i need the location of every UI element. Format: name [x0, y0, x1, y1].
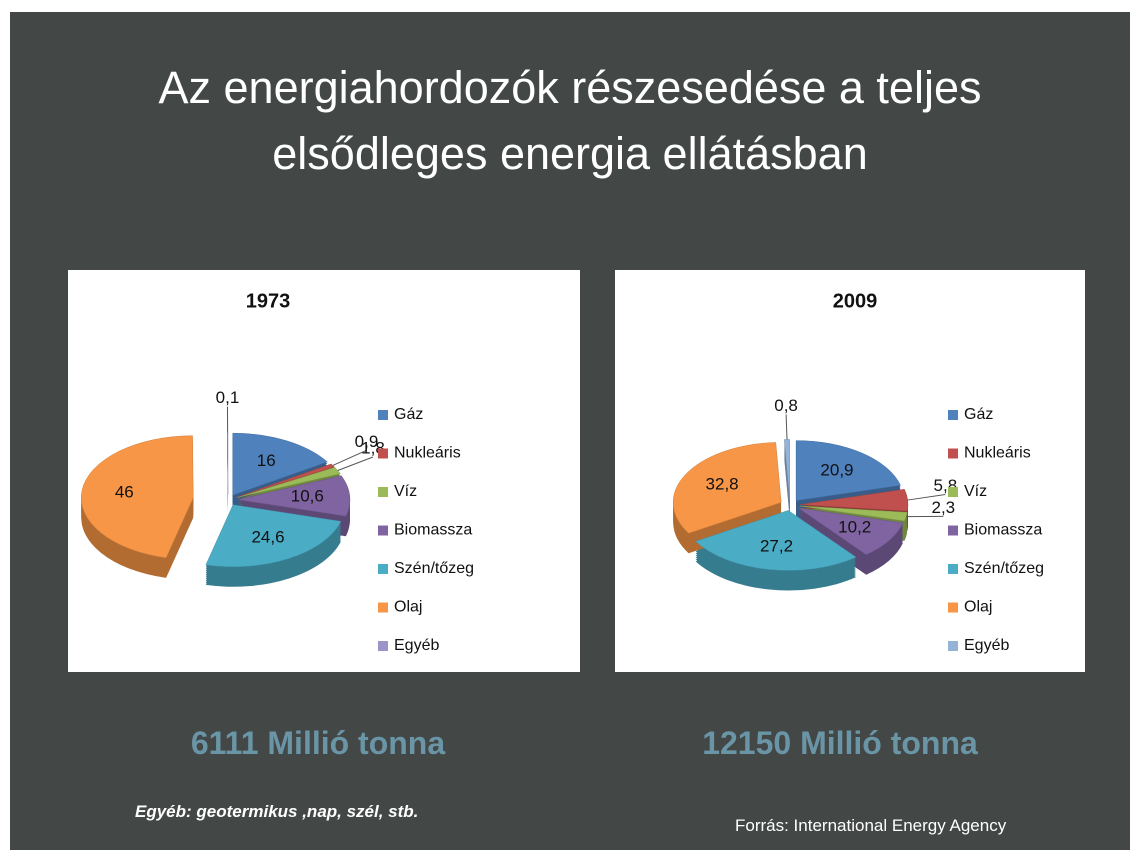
data-label: 32,8 [706, 474, 739, 493]
source: Forrás: International Energy Agency [735, 816, 1007, 835]
legend-swatch [948, 525, 958, 536]
caption: 6111 Millió tonna [190, 725, 446, 761]
data-label: 0,1 [216, 388, 240, 407]
slice [227, 432, 229, 495]
title-line: Az energiahordozók részesedése a teljes [158, 62, 982, 113]
legend-swatch [948, 602, 958, 613]
legend-label: Biomassza [964, 522, 1042, 539]
legend-label: Olaj [964, 599, 992, 616]
slice [795, 440, 901, 501]
legend-swatch [378, 487, 388, 497]
data-label: 10,2 [838, 518, 871, 537]
data-label: 16 [257, 451, 276, 470]
data-labels: 20,95,82,310,227,232,80,8 [706, 396, 958, 556]
slice [672, 442, 782, 534]
legend-label: Olaj [394, 599, 422, 616]
caption: 12150 Millió tonna [702, 725, 978, 761]
legend-swatch [948, 487, 958, 497]
data-label: 0,8 [774, 396, 798, 415]
pie-tops [81, 432, 351, 568]
title-line: elsődleges energia ellátásban [272, 128, 868, 179]
legend-swatch [948, 410, 958, 420]
legend-label: Gáz [964, 406, 993, 423]
slice [798, 507, 904, 555]
legend-swatch [948, 564, 958, 574]
legend-swatch [378, 641, 388, 651]
legend-label: Víz [394, 483, 417, 500]
legend-swatch [948, 448, 958, 459]
slice [236, 467, 341, 498]
chart-title: 2009 [833, 290, 878, 312]
legend-label: Szén/tőzeg [964, 560, 1044, 577]
leader-line [332, 449, 367, 466]
leader-line [337, 456, 374, 471]
legend-swatch [378, 410, 388, 420]
legend-label: Gáz [394, 406, 423, 423]
chart-panel: 1973 16 0,9 1,8 10,6 24,6 46 0,1 Gáz Nukleáris Víz… [68, 270, 580, 672]
data-label: 0,9 [355, 432, 379, 451]
slice [784, 439, 790, 500]
slice [799, 489, 909, 512]
data-label: 2,3 [931, 498, 955, 517]
data-label: 20,9 [820, 461, 853, 480]
pie-tops [672, 439, 909, 571]
data-label: 24,6 [251, 527, 284, 546]
legend-swatch [948, 641, 958, 651]
legend-label: Biomassza [394, 522, 472, 539]
slice [232, 432, 328, 496]
leader-line [907, 493, 946, 501]
data-label: 10,6 [291, 487, 324, 506]
chart-panel: 2009 20,9 5,8 2,3 10,2 27,2 32,8 0,8 Gáz Nukleári… [615, 270, 1085, 672]
legend-label: Szén/tőzeg [394, 560, 474, 577]
slice-side [799, 507, 908, 523]
slice [695, 510, 857, 571]
data-label: 27,2 [760, 537, 793, 556]
footnote: Egyéb: geotermikus ,nap, szél, stb. [135, 802, 419, 821]
legend-swatch [378, 525, 388, 536]
legend-label: Víz [964, 483, 987, 500]
slice [81, 435, 194, 559]
leader-line [785, 414, 788, 440]
data-label: 46 [115, 483, 134, 502]
legend-label: Nukleáris [964, 445, 1031, 462]
legend-label: Egyéb [394, 637, 439, 654]
legend-label: Egyéb [964, 637, 1009, 654]
legend-swatch [378, 448, 388, 459]
legend-label: Nukleáris [394, 445, 461, 462]
slice [236, 463, 335, 498]
chart: 1973160,91,810,624,6460,1GázNukleárisVíz… [81, 290, 474, 654]
chart-title: 1973 [246, 290, 291, 312]
legend-swatch [378, 602, 388, 613]
slice [205, 504, 342, 568]
legend-swatch [378, 564, 388, 574]
slice [237, 475, 351, 517]
